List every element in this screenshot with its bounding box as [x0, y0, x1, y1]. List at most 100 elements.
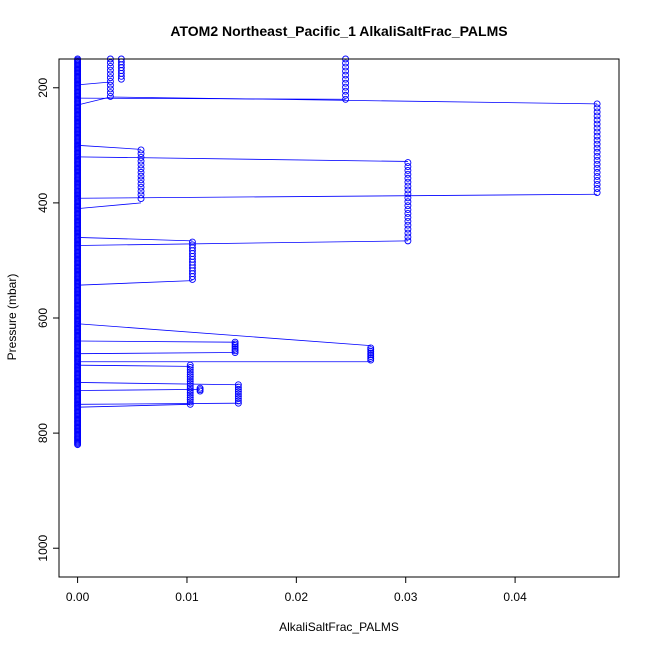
data-point	[404, 225, 412, 233]
connecting-line	[77, 323, 371, 347]
data-point	[234, 385, 242, 393]
data-point	[404, 182, 412, 190]
connecting-line	[77, 97, 346, 100]
data-point	[593, 140, 601, 148]
data-point	[593, 112, 601, 120]
data-point	[367, 354, 375, 362]
data-point	[231, 345, 239, 353]
data-point	[593, 189, 601, 196]
data-point	[186, 384, 194, 392]
connecting-line	[77, 280, 193, 286]
plot-frame	[58, 58, 620, 578]
data-point	[404, 233, 412, 241]
data-point	[367, 349, 375, 357]
data-point	[367, 356, 375, 364]
data-point	[234, 381, 242, 389]
data-point	[593, 132, 601, 140]
data-point	[367, 346, 375, 354]
data-point	[404, 202, 412, 210]
data-point	[231, 342, 239, 350]
connecting-line	[77, 81, 111, 86]
data-point	[137, 161, 145, 169]
data-point	[106, 92, 114, 100]
connecting-line	[77, 237, 193, 242]
x-tick-label: 0.04	[503, 590, 527, 604]
data-point	[186, 375, 194, 383]
data-point	[342, 63, 350, 71]
y-tick-label: 1000	[36, 535, 50, 562]
data-point	[342, 79, 350, 87]
data-point	[186, 387, 194, 394]
data-point	[367, 353, 375, 361]
y-axis-label: Pressure (mbar)	[5, 274, 19, 361]
data-point	[186, 389, 194, 397]
data-point	[137, 168, 145, 176]
data-point	[593, 124, 601, 132]
data-point	[404, 178, 412, 186]
data-point	[186, 368, 194, 376]
data-point	[106, 77, 114, 85]
data-point	[186, 398, 194, 406]
data-point	[593, 144, 601, 152]
x-tick-label: 0.01	[175, 590, 199, 604]
data-point	[593, 164, 601, 172]
connecting-line	[77, 202, 142, 210]
connecting-line	[77, 402, 239, 405]
data-point	[593, 128, 601, 136]
x-tick-label: 0.03	[394, 590, 418, 604]
data-point	[342, 91, 350, 99]
data-point	[342, 59, 350, 67]
data-point	[593, 152, 601, 160]
connecting-lines	[77, 81, 598, 408]
data-point	[234, 390, 242, 398]
data-point	[342, 67, 350, 75]
connecting-line	[77, 193, 598, 199]
connecting-line	[77, 382, 239, 386]
data-point	[404, 186, 412, 194]
data-point	[342, 83, 350, 91]
data-point	[404, 213, 412, 221]
data-point	[342, 95, 350, 103]
data-point	[137, 146, 145, 154]
data-point	[231, 340, 239, 348]
data-point	[137, 153, 145, 161]
data-point	[404, 166, 412, 174]
data-point	[593, 172, 601, 180]
data-point	[342, 71, 350, 79]
data-point	[404, 159, 412, 167]
data-point	[231, 343, 239, 351]
connecting-line	[77, 352, 236, 355]
data-point	[231, 338, 239, 346]
connecting-line	[77, 403, 191, 408]
data-point	[234, 388, 242, 396]
data-point	[367, 344, 375, 352]
data-point	[186, 366, 194, 374]
data-point	[137, 165, 145, 173]
data-point	[106, 74, 114, 82]
data-point	[186, 382, 194, 390]
data-point	[74, 441, 82, 449]
data-point	[593, 136, 601, 144]
data-point	[404, 217, 412, 225]
data-point	[593, 104, 601, 112]
data-point	[186, 380, 194, 388]
data-point	[106, 89, 114, 97]
data-point	[404, 174, 412, 182]
data-point	[186, 391, 194, 399]
data-point	[186, 400, 194, 408]
data-point	[404, 221, 412, 229]
data-point	[367, 351, 375, 359]
data-point	[231, 347, 239, 355]
y-tick-label: 400	[36, 193, 50, 213]
data-point	[106, 63, 114, 70]
data-point	[137, 157, 145, 165]
data-point	[234, 392, 242, 400]
data-point	[186, 377, 194, 385]
data-point	[593, 120, 601, 128]
data-point	[593, 108, 601, 116]
data-point	[404, 170, 412, 178]
data-point	[593, 181, 601, 188]
connecting-line	[77, 340, 236, 343]
data-point	[137, 183, 145, 191]
